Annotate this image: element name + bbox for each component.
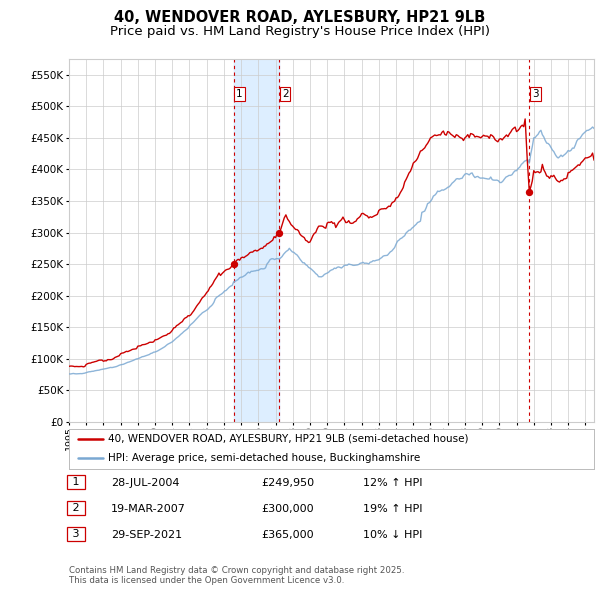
- Text: 29-SEP-2021: 29-SEP-2021: [111, 530, 182, 540]
- Text: 19% ↑ HPI: 19% ↑ HPI: [363, 504, 422, 514]
- Text: £249,950: £249,950: [261, 478, 314, 489]
- Point: [229, 260, 239, 269]
- Text: HPI: Average price, semi-detached house, Buckinghamshire: HPI: Average price, semi-detached house,…: [109, 453, 421, 463]
- Text: Contains HM Land Registry data © Crown copyright and database right 2025.
This d: Contains HM Land Registry data © Crown c…: [69, 566, 404, 585]
- Text: 40, WENDOVER ROAD, AYLESBURY, HP21 9LB: 40, WENDOVER ROAD, AYLESBURY, HP21 9LB: [115, 10, 485, 25]
- Text: £300,000: £300,000: [261, 504, 314, 514]
- Text: 2: 2: [282, 89, 289, 99]
- Text: 19-MAR-2007: 19-MAR-2007: [111, 504, 186, 514]
- Text: 3: 3: [69, 529, 83, 539]
- Bar: [234, 59, 279, 422]
- Bar: [234, 59, 279, 422]
- Text: 12% ↑ HPI: 12% ↑ HPI: [363, 478, 422, 489]
- Text: Price paid vs. HM Land Registry's House Price Index (HPI): Price paid vs. HM Land Registry's House …: [110, 25, 490, 38]
- Point: [524, 187, 534, 196]
- Text: 10% ↓ HPI: 10% ↓ HPI: [363, 530, 422, 540]
- Text: 3: 3: [532, 89, 538, 99]
- Text: 28-JUL-2004: 28-JUL-2004: [111, 478, 179, 489]
- Text: 1: 1: [69, 477, 83, 487]
- Text: £365,000: £365,000: [261, 530, 314, 540]
- Point: [274, 228, 284, 237]
- Text: 1: 1: [236, 89, 243, 99]
- Text: 40, WENDOVER ROAD, AYLESBURY, HP21 9LB (semi-detached house): 40, WENDOVER ROAD, AYLESBURY, HP21 9LB (…: [109, 434, 469, 444]
- Text: 2: 2: [69, 503, 83, 513]
